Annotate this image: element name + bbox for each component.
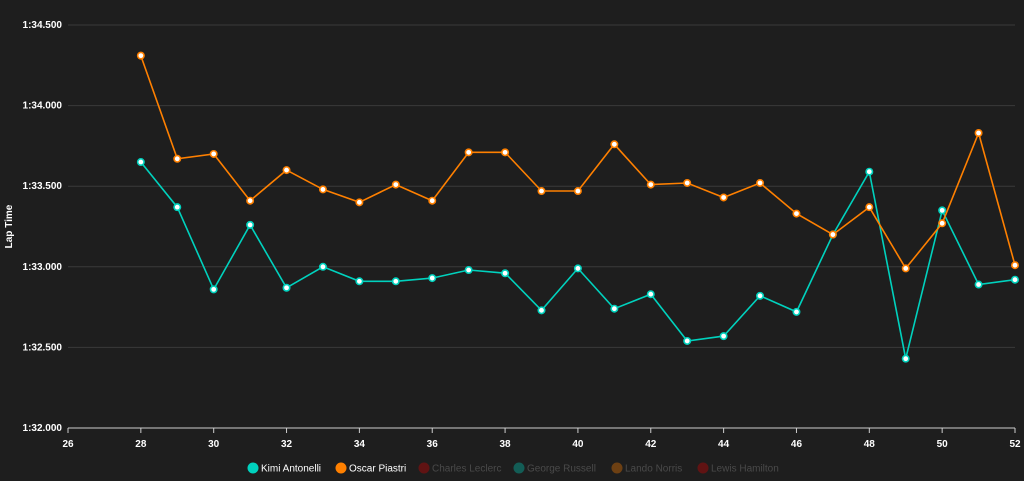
- data-point[interactable]: [355, 198, 364, 207]
- data-point[interactable]: [282, 283, 291, 292]
- data-point[interactable]: [391, 277, 400, 286]
- y-tick-label: 1:34.000: [23, 101, 63, 112]
- legend-item[interactable]: Charles Leclerc: [418, 462, 502, 475]
- legend-label: Charles Leclerc: [432, 464, 501, 475]
- x-tick-label: 36: [427, 439, 439, 450]
- data-point[interactable]: [610, 140, 619, 149]
- data-point[interactable]: [318, 262, 327, 271]
- legend-marker: [418, 462, 430, 474]
- x-axis-ticks: 26 28 30 32 34 36 38 40 42 44 46 48 50 52: [62, 427, 1021, 450]
- y-axis-ticks: 1:32.000 1:32.500 1:33.000 1:33.500 1:34.000…: [23, 20, 63, 434]
- x-tick-label: 26: [62, 439, 74, 450]
- x-tick-label: 42: [645, 439, 657, 450]
- x-tick-label: 38: [500, 439, 512, 450]
- legend-label: George Russell: [527, 464, 596, 475]
- data-point[interactable]: [974, 280, 983, 289]
- data-point[interactable]: [792, 307, 801, 316]
- data-point[interactable]: [209, 149, 218, 158]
- data-point[interactable]: [938, 206, 947, 215]
- data-point[interactable]: [719, 332, 728, 341]
- legend-label: Lando Norris: [625, 464, 682, 475]
- x-tick-label: 50: [937, 439, 949, 450]
- series-line-1: [140, 55, 1016, 270]
- legend-item[interactable]: George Russell: [513, 462, 596, 475]
- data-point[interactable]: [938, 219, 947, 228]
- grid: [68, 24, 1015, 429]
- data-point[interactable]: [865, 167, 874, 176]
- legend-marker: [247, 462, 259, 474]
- data-point[interactable]: [573, 264, 582, 273]
- data-point[interactable]: [719, 193, 728, 202]
- data-point[interactable]: [136, 51, 145, 60]
- x-tick-label: 34: [354, 439, 366, 450]
- x-tick-label: 44: [718, 439, 730, 450]
- data-point[interactable]: [865, 203, 874, 212]
- data-point[interactable]: [1010, 261, 1019, 270]
- data-point[interactable]: [464, 148, 473, 157]
- legend-item[interactable]: Kimi Antonelli: [247, 462, 322, 475]
- data-point[interactable]: [428, 274, 437, 283]
- data-point[interactable]: [246, 220, 255, 229]
- data-point[interactable]: [464, 266, 473, 275]
- data-point[interactable]: [610, 304, 619, 313]
- data-point[interactable]: [391, 180, 400, 189]
- data-point[interactable]: [173, 154, 182, 163]
- data-point[interactable]: [537, 306, 546, 315]
- x-tick-label: 28: [135, 439, 147, 450]
- x-tick-label: 30: [208, 439, 220, 450]
- data-point[interactable]: [501, 148, 510, 157]
- data-point[interactable]: [355, 277, 364, 286]
- legend-label: Lewis Hamilton: [711, 464, 779, 475]
- x-tick-label: 40: [572, 439, 584, 450]
- x-tick-label: 48: [864, 439, 876, 450]
- data-point[interactable]: [901, 354, 910, 363]
- legend-item[interactable]: Lando Norris: [611, 462, 683, 475]
- data-point[interactable]: [209, 285, 218, 294]
- data-point[interactable]: [756, 291, 765, 300]
- data-point[interactable]: [1010, 275, 1019, 284]
- data-point[interactable]: [246, 196, 255, 205]
- data-point[interactable]: [792, 209, 801, 218]
- legend: Kimi Antonelli Oscar Piastri Charles Lecle…: [247, 462, 779, 475]
- data-point[interactable]: [828, 230, 837, 239]
- legend-marker: [697, 462, 709, 474]
- y-tick-label: 1:33.000: [23, 262, 63, 273]
- data-point[interactable]: [573, 187, 582, 196]
- data-point[interactable]: [756, 178, 765, 187]
- data-point[interactable]: [173, 203, 182, 212]
- y-tick-label: 1:34.500: [23, 20, 63, 31]
- legend-item[interactable]: Oscar Piastri: [335, 462, 407, 475]
- legend-marker: [513, 462, 525, 474]
- data-point[interactable]: [901, 264, 910, 273]
- y-tick-label: 1:32.500: [23, 342, 63, 353]
- data-point[interactable]: [683, 178, 692, 187]
- legend-label: Kimi Antonelli: [261, 464, 321, 475]
- legend-marker: [335, 462, 347, 474]
- x-tick-label: 46: [791, 439, 803, 450]
- legend-label: Oscar Piastri: [349, 464, 406, 475]
- data-point[interactable]: [974, 129, 983, 138]
- series-lines: [136, 51, 1019, 363]
- legend-marker: [611, 462, 623, 474]
- y-tick-label: 1:32.000: [23, 423, 63, 434]
- y-axis-label: Lap Time: [4, 204, 15, 248]
- data-point[interactable]: [683, 336, 692, 345]
- data-point[interactable]: [136, 158, 145, 167]
- x-tick-label: 52: [1009, 439, 1021, 450]
- y-tick-label: 1:33.500: [23, 181, 63, 192]
- x-tick-label: 32: [281, 439, 293, 450]
- data-point[interactable]: [428, 196, 437, 205]
- data-point[interactable]: [646, 180, 655, 189]
- data-point[interactable]: [501, 269, 510, 278]
- data-point[interactable]: [646, 290, 655, 299]
- data-point[interactable]: [537, 187, 546, 196]
- data-point[interactable]: [282, 166, 291, 175]
- legend-item[interactable]: Lewis Hamilton: [697, 462, 779, 475]
- data-point[interactable]: [318, 185, 327, 194]
